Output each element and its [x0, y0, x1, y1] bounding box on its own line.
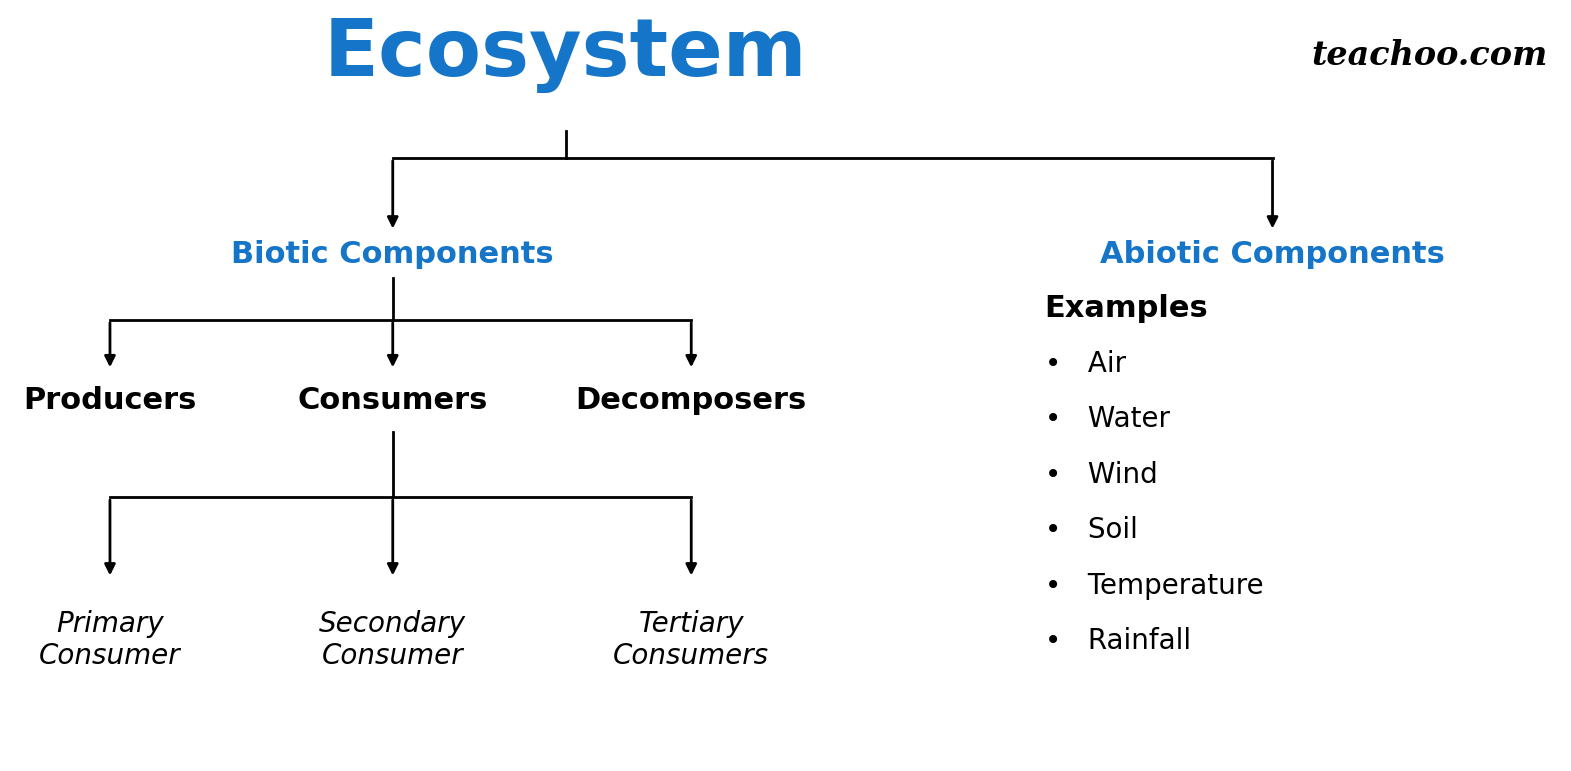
- Text: •   Wind: • Wind: [1045, 461, 1158, 489]
- Text: Consumers: Consumers: [297, 386, 489, 416]
- Text: Ecosystem: Ecosystem: [324, 15, 807, 93]
- Text: •   Air: • Air: [1045, 350, 1126, 378]
- Text: Secondary
Consumer: Secondary Consumer: [319, 610, 467, 670]
- Text: Examples: Examples: [1045, 294, 1208, 323]
- Text: •   Rainfall: • Rainfall: [1045, 628, 1191, 655]
- Text: Producers: Producers: [24, 386, 196, 416]
- Text: •   Soil: • Soil: [1045, 517, 1137, 544]
- Text: •   Water: • Water: [1045, 406, 1170, 433]
- Text: Tertiary
Consumers: Tertiary Consumers: [613, 610, 770, 670]
- Text: Primary
Consumer: Primary Consumer: [39, 610, 181, 670]
- Text: Decomposers: Decomposers: [575, 386, 807, 416]
- Text: Biotic Components: Biotic Components: [231, 240, 555, 269]
- Text: •   Temperature: • Temperature: [1045, 572, 1263, 600]
- Text: teachoo.com: teachoo.com: [1312, 39, 1547, 72]
- Text: Abiotic Components: Abiotic Components: [1100, 240, 1445, 269]
